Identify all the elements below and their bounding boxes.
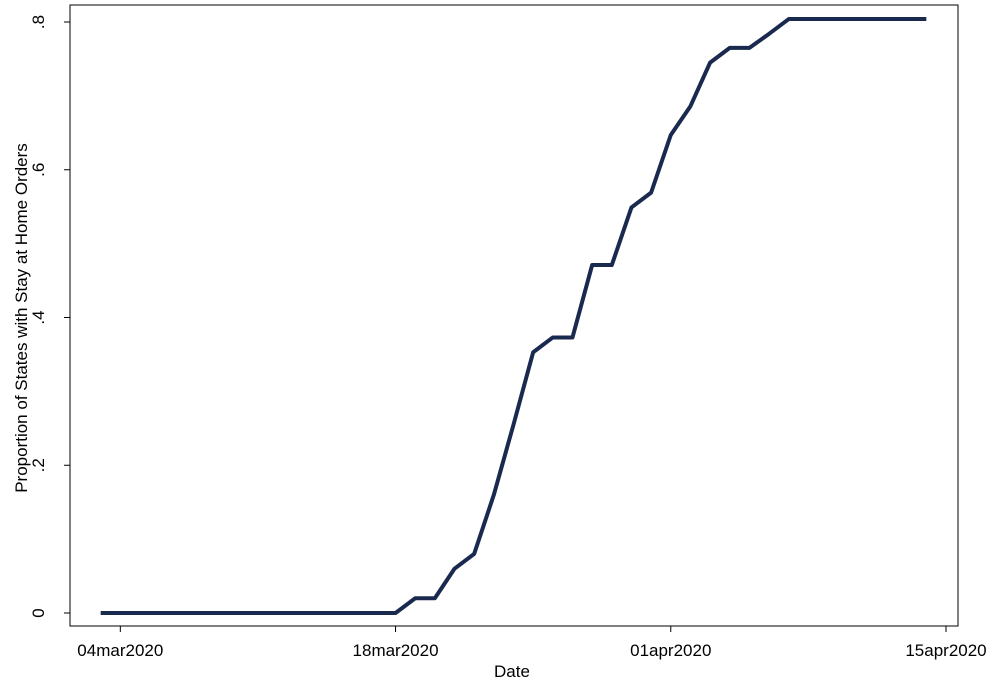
plot-frame xyxy=(69,4,959,627)
y-tick-label: .2 xyxy=(29,458,48,472)
x-tick-label: 01apr2020 xyxy=(630,641,711,660)
x-axis-title: Date xyxy=(494,662,530,681)
y-tick-label: .8 xyxy=(29,15,48,29)
x-tick-label: 15apr2020 xyxy=(905,641,986,660)
y-axis: 0 .2 .4 .6 .8 xyxy=(29,15,70,618)
y-axis-title: Proportion of States with Stay at Home O… xyxy=(12,143,31,493)
y-tick-label: .6 xyxy=(29,163,48,177)
y-tick-label: .4 xyxy=(29,310,48,324)
x-tick-label: 04mar2020 xyxy=(77,641,163,660)
series-line xyxy=(100,17,927,615)
y-tick-label: 0 xyxy=(29,608,48,617)
x-axis: 04mar2020 18mar2020 01apr2020 15apr2020 xyxy=(77,626,987,660)
x-tick-label: 18mar2020 xyxy=(353,641,439,660)
